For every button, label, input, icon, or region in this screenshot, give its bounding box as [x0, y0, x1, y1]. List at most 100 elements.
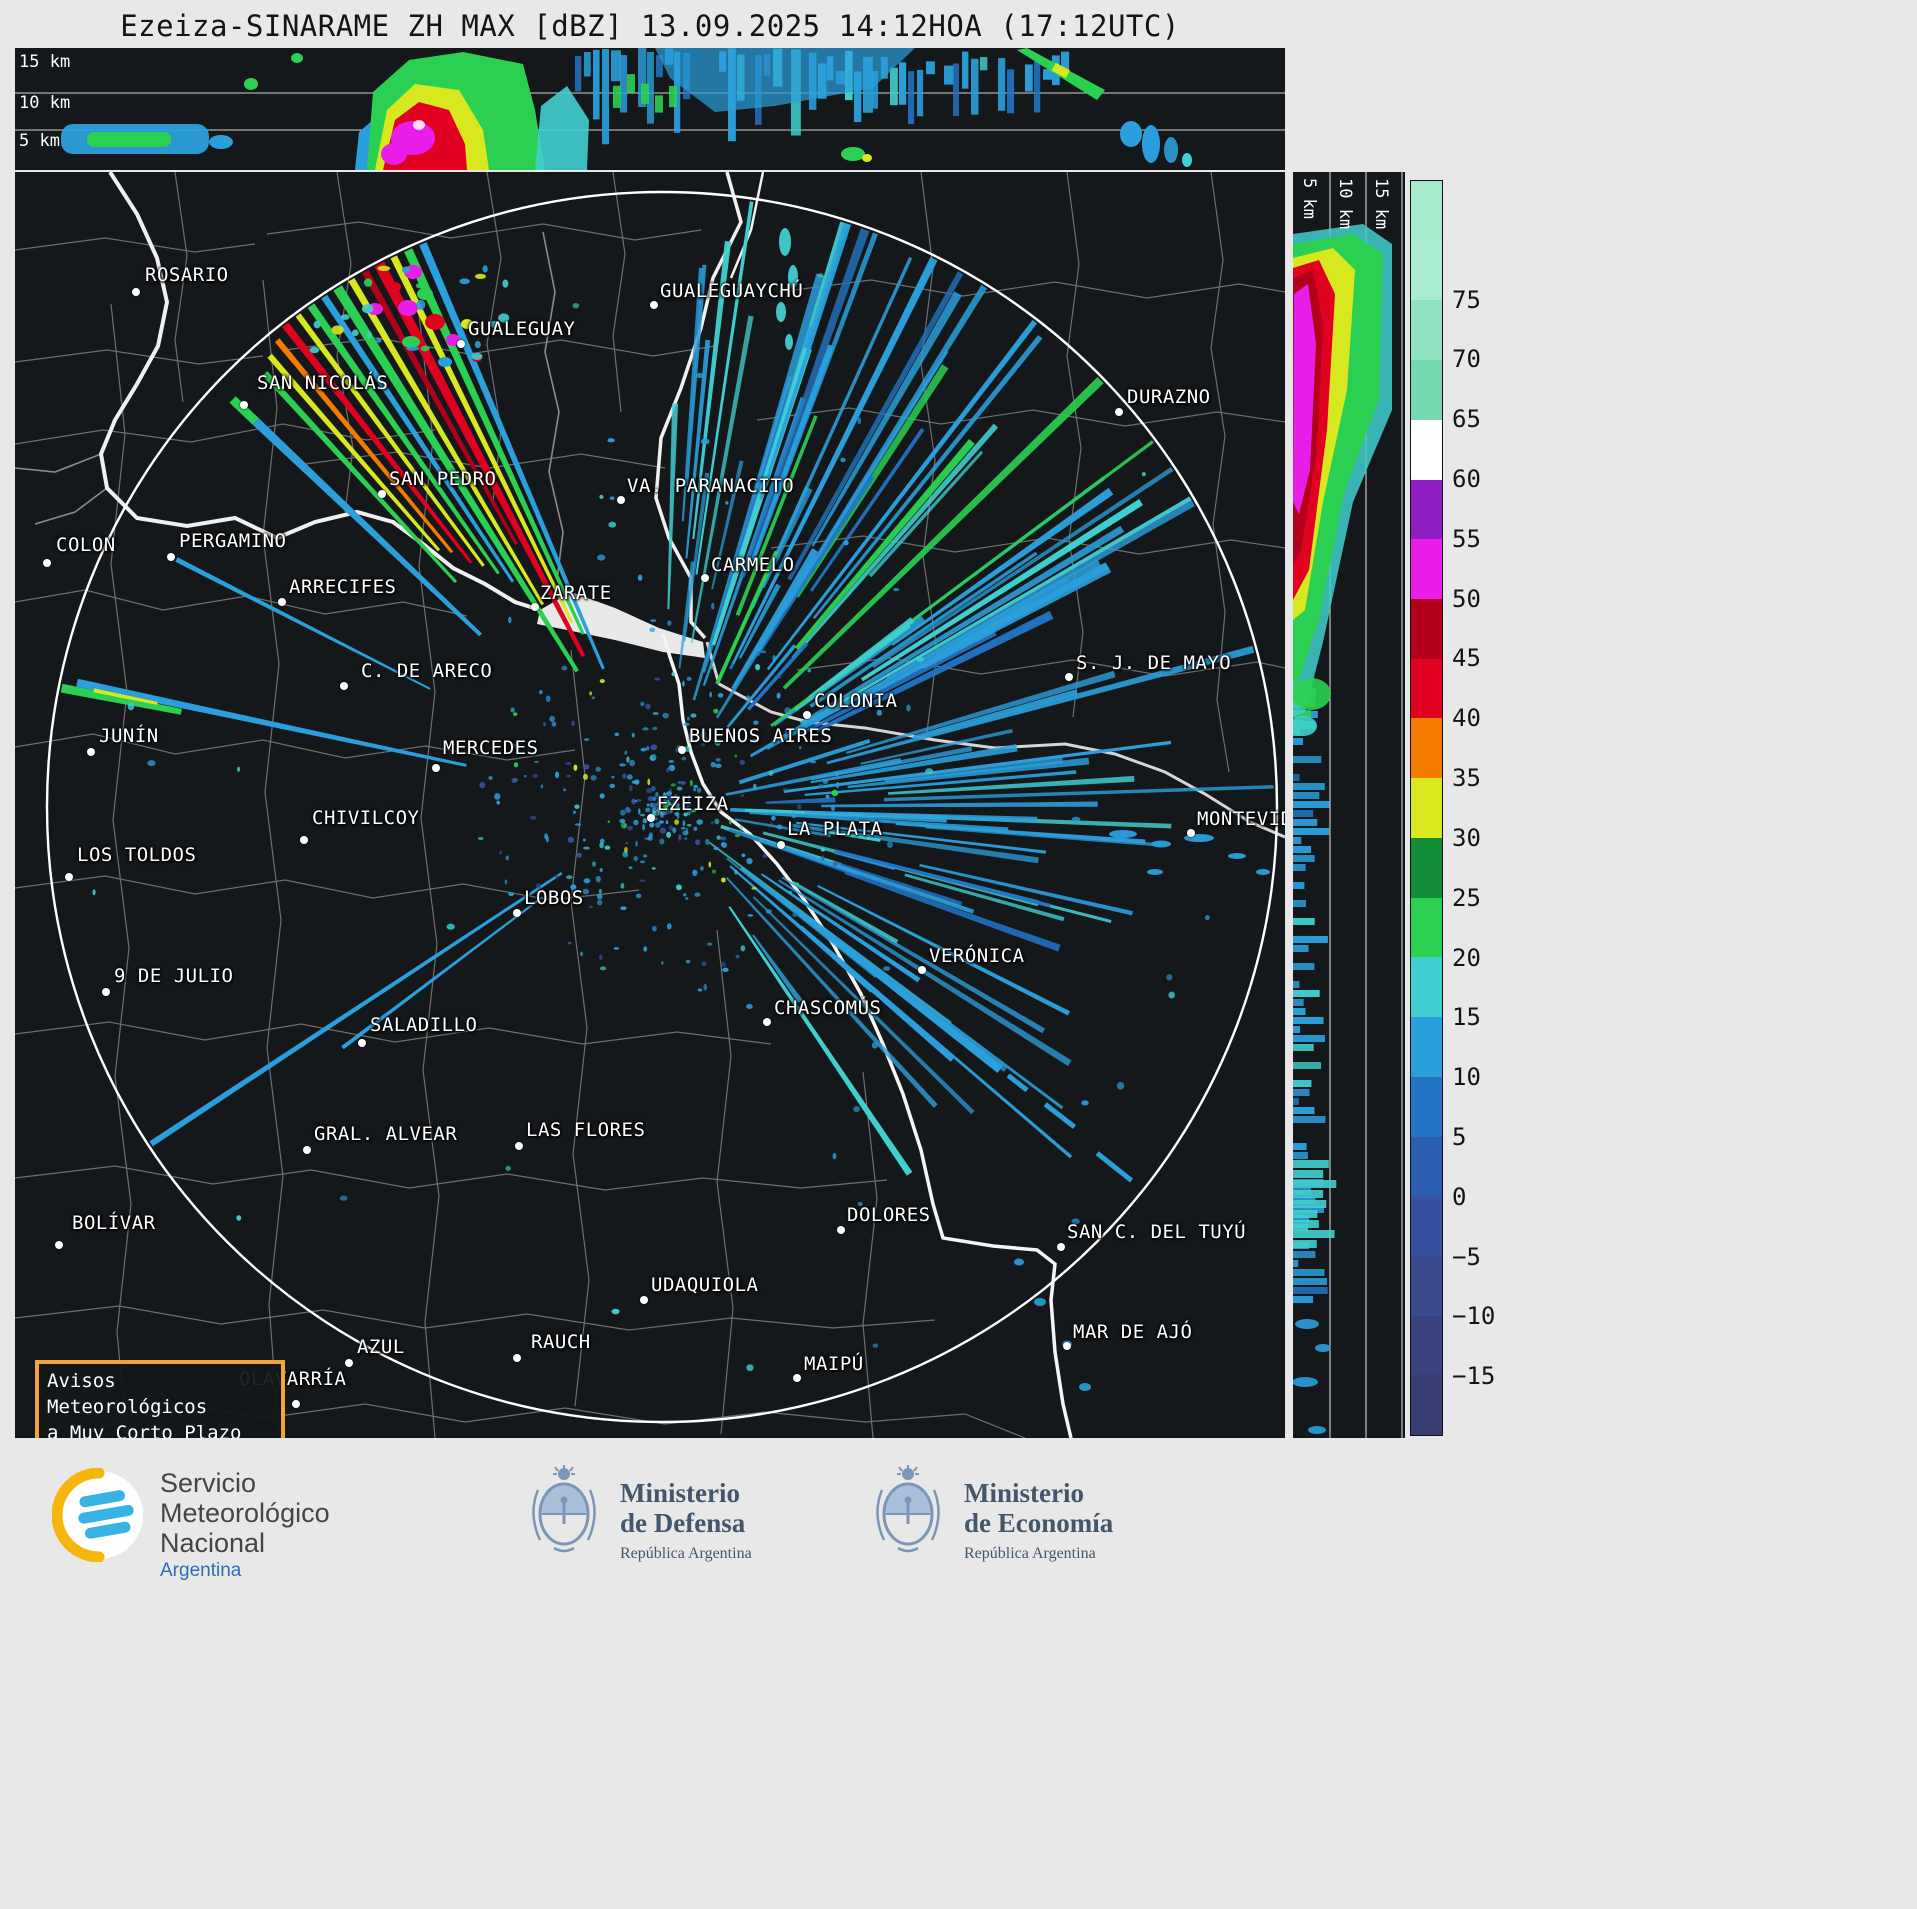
product-title: Ezeiza-SINARAME ZH MAX [dBZ] 13.09.2025 …	[120, 9, 1180, 43]
warning-line2: a Muy Corto Plazo	[47, 1422, 242, 1438]
cross-section-top: 15 km 10 km 5 km	[15, 48, 1285, 170]
colorbar-block	[1411, 599, 1442, 659]
city-label: GUALEGUAY	[468, 318, 576, 341]
city-dot	[701, 574, 709, 582]
city-dot	[763, 1018, 771, 1026]
city-label: ROSARIO	[145, 264, 229, 287]
city-dot	[1115, 408, 1123, 416]
city-dot	[513, 909, 521, 917]
colorbar-block	[1411, 1315, 1442, 1376]
city-dot	[55, 1241, 63, 1249]
city-dot	[531, 603, 539, 611]
city-dot	[358, 1039, 366, 1047]
ministry-title: Ministerio	[964, 1478, 1084, 1508]
city-layer: ROSARIO GUALEGUAYCHÚ GUALEGUAY SAN NICOLÁS D…	[15, 172, 1285, 1438]
city-dot	[457, 340, 465, 348]
colorbar-tick: 50	[1452, 584, 1481, 613]
top-echoes-static	[61, 48, 1192, 170]
city-label: LAS FLORES	[526, 1119, 646, 1142]
colorbar-block	[1411, 479, 1442, 540]
city-label: ZARATE	[540, 582, 612, 605]
colorbar-block	[1411, 658, 1442, 719]
smn-line: Servicio	[160, 1468, 257, 1498]
city-dot	[240, 401, 248, 409]
city-dot	[432, 764, 440, 772]
colorbar-block	[1411, 778, 1442, 838]
colorbar-tick: 55	[1452, 524, 1481, 553]
city-label: MAR DE AJÓ	[1073, 1321, 1193, 1344]
colorbar-block	[1411, 181, 1442, 241]
colorbar-tick: 35	[1452, 764, 1481, 793]
smn-block: Servicio Meteorológico Nacional Argentin…	[52, 1468, 330, 1584]
defensa-text: Ministerio de Defensa República Argentin…	[620, 1464, 752, 1566]
ministry-title: de Economía	[964, 1508, 1114, 1538]
city-label: GRAL. ALVEAR	[314, 1123, 458, 1146]
city-label: DOLORES	[847, 1204, 931, 1227]
colorbar-tick: 45	[1452, 644, 1481, 673]
economia-block: Ministerio de Economía República Argenti…	[872, 1464, 1113, 1566]
warning-line1: Avisos Meteorológicos	[47, 1370, 208, 1418]
city-dot	[345, 1359, 353, 1367]
city-label: BOLÍVAR	[72, 1212, 156, 1235]
colorbar-block	[1411, 539, 1442, 600]
cross-section-right-canvas	[1293, 172, 1405, 1438]
city-label: COLONIA	[814, 690, 898, 713]
city-label: CHIVILCOY	[312, 807, 420, 830]
ministry-title: Ministerio	[620, 1478, 740, 1508]
economia-text: Ministerio de Economía República Argenti…	[964, 1464, 1113, 1566]
city-label: RAUCH	[531, 1331, 591, 1354]
altitude-label-15km: 15 km	[1371, 178, 1391, 230]
city-dot	[647, 814, 655, 822]
colorbar-tick: 30	[1452, 823, 1481, 852]
colorbar-tick: 60	[1452, 465, 1481, 494]
smn-country: Argentina	[160, 1560, 242, 1581]
city-label: AZUL	[357, 1336, 405, 1359]
colorbar-tick: 25	[1452, 883, 1481, 912]
city-label: VA. PARANACITO	[627, 475, 795, 498]
city-dot	[167, 553, 175, 561]
city-dot	[513, 1354, 521, 1362]
city-label: UDAQUIOLA	[651, 1274, 759, 1297]
smn-text: Servicio Meteorológico Nacional Argentin…	[160, 1468, 330, 1584]
parana-river	[98, 172, 541, 612]
colorbar-block	[1411, 897, 1442, 958]
colorbar-tick: 15	[1452, 1003, 1481, 1032]
city-dot	[1063, 1342, 1071, 1350]
city-label: SAN NICOLÁS	[257, 372, 389, 395]
colorbar-block	[1411, 957, 1442, 1018]
altitude-label-10km: 10 km	[19, 93, 71, 113]
smn-line: Meteorológico	[160, 1498, 330, 1528]
city-dot	[650, 301, 658, 309]
city-dot	[678, 746, 686, 754]
radar-map: ROSARIO GUALEGUAYCHÚ GUALEGUAY SAN NICOLÁS D…	[15, 172, 1285, 1438]
range-ring	[45, 190, 1279, 1424]
city-label: BUENOS AIRES	[689, 725, 833, 748]
city-dot	[1187, 829, 1195, 837]
city-label: EZEIZA	[657, 793, 729, 816]
city-label: LOBOS	[524, 887, 584, 910]
colorbar-block	[1411, 300, 1442, 361]
city-label: PERGAMINO	[179, 530, 287, 553]
city-label: GUALEGUAYCHÚ	[660, 280, 804, 303]
city-label: DURAZNO	[1127, 386, 1211, 409]
city-dot	[102, 988, 110, 996]
city-label: CHASCOMÚS	[774, 997, 882, 1020]
altitude-label-5km: 5 km	[1299, 178, 1319, 219]
city-dot	[617, 496, 625, 504]
colorbar-tick: −15	[1452, 1362, 1496, 1391]
colorbar-block	[1411, 837, 1442, 898]
atlantic-coast	[661, 633, 1073, 1438]
colorbar-block	[1411, 240, 1442, 301]
smn-logo-icon	[52, 1468, 143, 1562]
radar-echoes	[60, 201, 1274, 1391]
city-label: SAN PEDRO	[389, 468, 497, 491]
cross-section-right: 5 km 10 km 15 km	[1293, 172, 1405, 1438]
colorbar-block	[1411, 419, 1442, 480]
city-dot	[292, 1400, 300, 1408]
city-dot	[65, 873, 73, 881]
city-label: MERCEDES	[443, 737, 539, 760]
colorbar-block	[1411, 360, 1442, 420]
city-dot	[340, 682, 348, 690]
city-label: JUNÍN	[99, 725, 159, 748]
